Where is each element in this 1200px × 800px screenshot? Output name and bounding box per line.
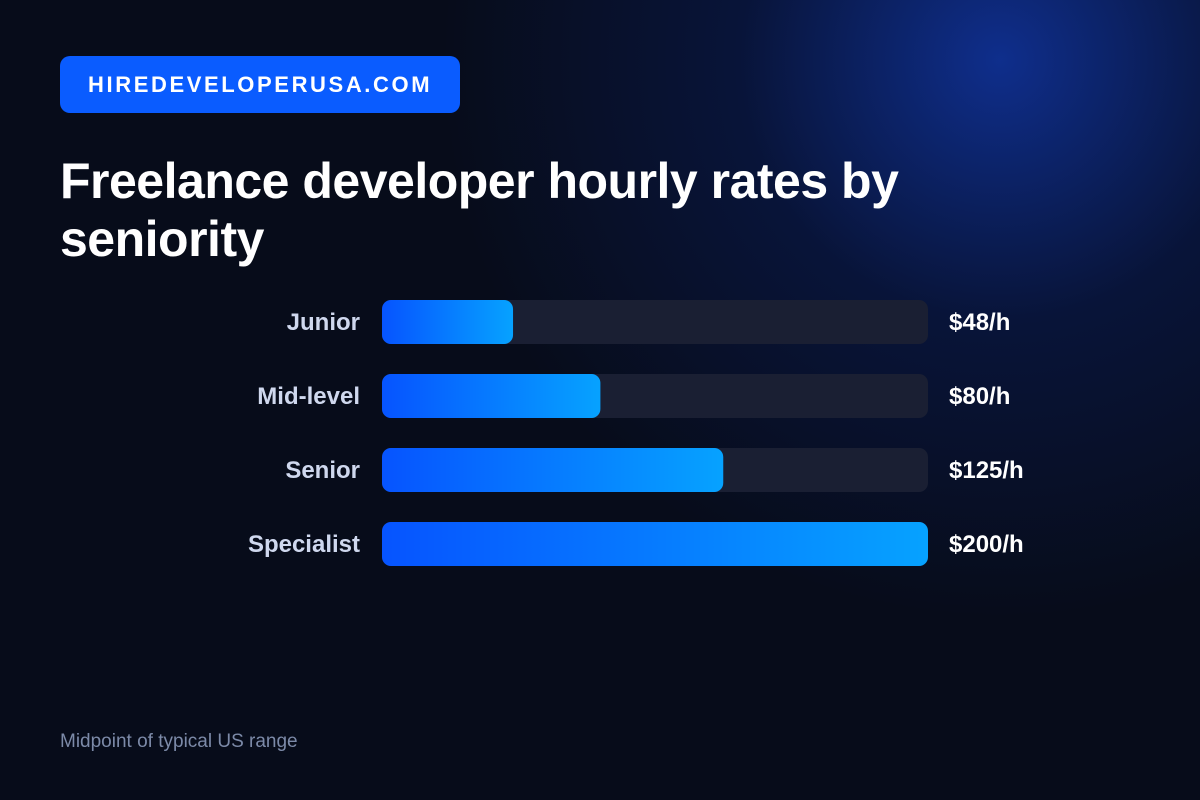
category-label: Junior xyxy=(287,309,360,336)
bar-row-junior: Junior $48/h xyxy=(287,300,1010,344)
bar-row-mid-level: Mid-level $80/h xyxy=(257,374,1010,418)
footnote: Midpoint of typical US range xyxy=(60,731,298,752)
bar-junior xyxy=(382,300,514,344)
category-label: Specialist xyxy=(248,531,360,558)
value-label: $125/h xyxy=(949,457,1024,484)
bar-senior xyxy=(382,448,724,492)
brand-badge: HIREDEVELOPERUSA.COM xyxy=(60,56,461,113)
bar-row-specialist: Specialist $200/h xyxy=(248,522,1024,566)
value-label: $48/h xyxy=(949,309,1010,336)
bar-mid-level xyxy=(382,374,601,418)
bar-row-senior: Senior $125/h xyxy=(285,448,1024,492)
chart-title: Freelance developer hourly rates by seni… xyxy=(60,153,899,267)
bar-specialist xyxy=(382,522,928,566)
category-label: Senior xyxy=(285,457,360,484)
category-label: Mid-level xyxy=(257,383,360,410)
value-label: $80/h xyxy=(949,383,1010,410)
bar-track xyxy=(382,300,928,344)
value-label: $200/h xyxy=(949,531,1024,558)
